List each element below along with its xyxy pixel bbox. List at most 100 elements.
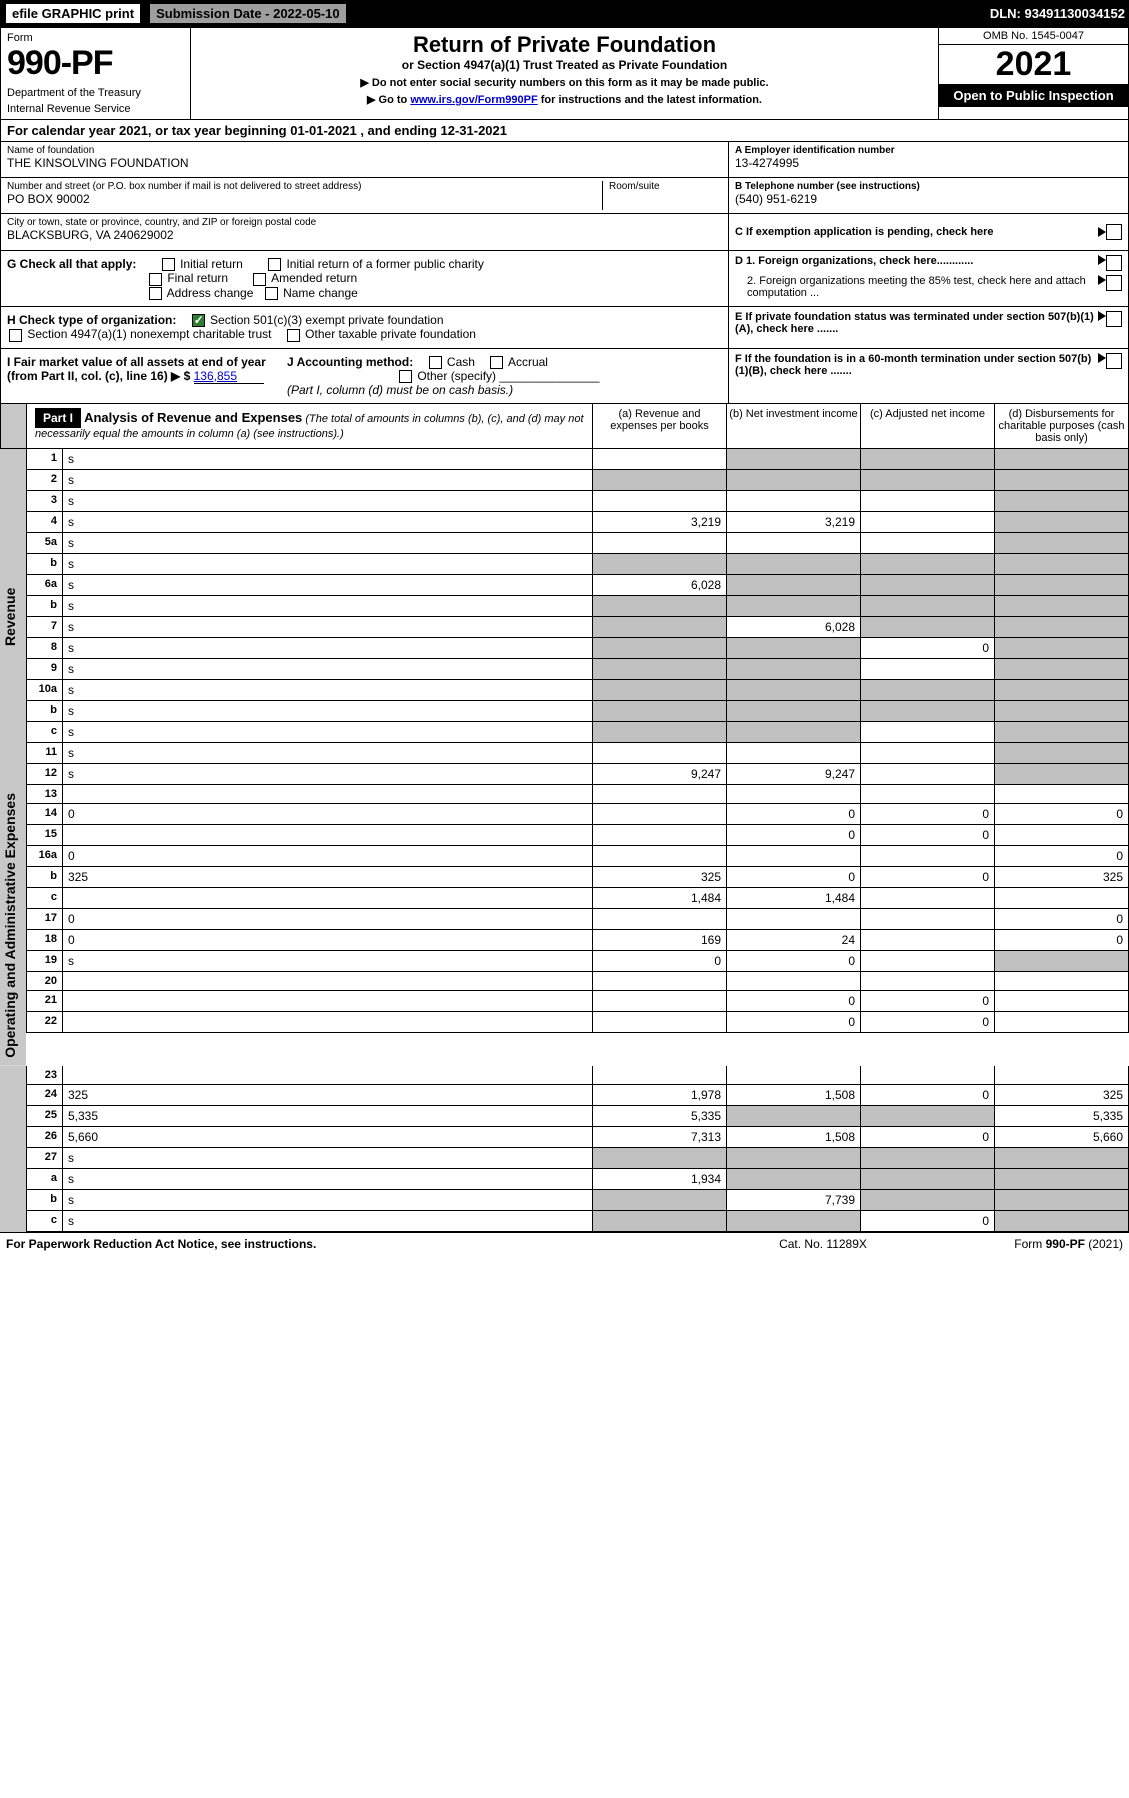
chk-cash[interactable] bbox=[429, 356, 442, 369]
table-row: 20 bbox=[27, 972, 1129, 991]
chk-amended[interactable] bbox=[253, 273, 266, 286]
cell-amount bbox=[593, 972, 727, 991]
chk-501c3[interactable] bbox=[192, 314, 205, 327]
row-num: a bbox=[27, 1169, 63, 1190]
fmv-value[interactable]: 136,855 bbox=[194, 369, 264, 384]
cell-amount: 0 bbox=[861, 1127, 995, 1148]
cell-amount bbox=[861, 491, 995, 512]
cell-amount: 0 bbox=[861, 867, 995, 888]
cell-shaded bbox=[995, 596, 1129, 617]
cell-shaded bbox=[861, 449, 995, 470]
cell-shaded bbox=[593, 470, 727, 491]
cell-amount: 6,028 bbox=[727, 617, 861, 638]
cell-amount: 0 bbox=[861, 638, 995, 659]
cell-amount bbox=[593, 804, 727, 825]
chk-4947[interactable] bbox=[9, 329, 22, 342]
row-num: 20 bbox=[27, 972, 63, 991]
table-row: bs bbox=[27, 596, 1129, 617]
g-section: G Check all that apply: Initial return I… bbox=[1, 251, 728, 306]
row-num: 3 bbox=[27, 491, 63, 512]
chk-other-tax[interactable] bbox=[287, 329, 300, 342]
i-section: I Fair market value of all assets at end… bbox=[7, 355, 287, 398]
table-row: bs7,739 bbox=[27, 1190, 1129, 1211]
cell-amount bbox=[995, 785, 1129, 804]
cell-amount: 5,335 bbox=[995, 1106, 1129, 1127]
row-desc: s bbox=[63, 680, 593, 701]
table-row: 12s9,2479,247 bbox=[27, 764, 1129, 785]
row-desc: 5,660 bbox=[63, 1127, 593, 1148]
row-num: 9 bbox=[27, 659, 63, 680]
cell-shaded bbox=[727, 680, 861, 701]
footer-year: 2021 bbox=[1092, 1237, 1119, 1251]
cell-shaded bbox=[995, 701, 1129, 722]
d2-label: 2. Foreign organizations meeting the 85%… bbox=[735, 275, 1098, 299]
instr-link[interactable]: www.irs.gov/Form990PF bbox=[410, 94, 537, 106]
table-row: 5as bbox=[27, 533, 1129, 554]
d2-checkbox[interactable] bbox=[1106, 275, 1122, 291]
chk-other-method[interactable] bbox=[399, 370, 412, 383]
cell-shaded bbox=[727, 659, 861, 680]
row-num: 7 bbox=[27, 617, 63, 638]
cell-amount bbox=[727, 846, 861, 867]
cell-amount bbox=[593, 491, 727, 512]
row-num: 19 bbox=[27, 951, 63, 972]
part1-desc: Part I Analysis of Revenue and Expenses … bbox=[27, 404, 592, 448]
arrow-icon bbox=[1098, 275, 1106, 285]
cell-amount bbox=[861, 533, 995, 554]
cell-shaded bbox=[995, 638, 1129, 659]
cell-amount bbox=[727, 1066, 861, 1085]
footer-mid: Cat. No. 11289X bbox=[723, 1237, 923, 1251]
city-cell: City or town, state or province, country… bbox=[1, 214, 728, 250]
g-label: G Check all that apply: bbox=[7, 257, 136, 271]
table-row: 1500 bbox=[27, 825, 1129, 846]
arrow-icon bbox=[1098, 311, 1106, 321]
addr-label: Number and street (or P.O. box number if… bbox=[7, 181, 602, 192]
ij-section: I Fair market value of all assets at end… bbox=[1, 349, 728, 404]
f-section: F If the foundation is in a 60-month ter… bbox=[728, 349, 1128, 404]
col-a-hdr: (a) Revenue and expenses per books bbox=[592, 404, 726, 448]
row-desc: s bbox=[63, 1148, 593, 1169]
row-num: 23 bbox=[27, 1066, 63, 1085]
cell-amount: 9,247 bbox=[727, 764, 861, 785]
ein-cell: A Employer identification number 13-4274… bbox=[728, 142, 1128, 178]
header-mid: Return of Private Foundation or Section … bbox=[191, 28, 938, 119]
chk-initial-former[interactable] bbox=[268, 258, 281, 271]
cell-shaded bbox=[995, 764, 1129, 785]
row-desc: s bbox=[63, 617, 593, 638]
revenue-table: 1s2s3s4s3,2193,2195asbs6as6,028bs7s6,028… bbox=[26, 449, 1129, 785]
cell-shaded bbox=[593, 638, 727, 659]
d1-checkbox[interactable] bbox=[1106, 255, 1122, 271]
chk-final[interactable] bbox=[149, 273, 162, 286]
row-desc: s bbox=[63, 701, 593, 722]
e-section: E If private foundation status was termi… bbox=[728, 307, 1128, 348]
row-desc: s bbox=[63, 554, 593, 575]
row-desc: s bbox=[63, 533, 593, 554]
checks-row-ij: I Fair market value of all assets at end… bbox=[0, 349, 1129, 405]
cell-amount: 0 bbox=[995, 804, 1129, 825]
cell-shaded bbox=[995, 575, 1129, 596]
opt-initial: Initial return bbox=[180, 257, 243, 271]
f-checkbox[interactable] bbox=[1106, 353, 1122, 369]
row-desc: s bbox=[63, 491, 593, 512]
chk-accrual[interactable] bbox=[490, 356, 503, 369]
cell-shaded bbox=[727, 449, 861, 470]
cell-shaded bbox=[995, 470, 1129, 491]
cell-shaded bbox=[995, 617, 1129, 638]
chk-addr-change[interactable] bbox=[149, 287, 162, 300]
cell-amount bbox=[727, 972, 861, 991]
cell-shaded bbox=[861, 1190, 995, 1211]
efile-print-btn[interactable]: efile GRAPHIC print bbox=[4, 2, 142, 25]
cell-shaded bbox=[995, 1211, 1129, 1232]
row-num: 14 bbox=[27, 804, 63, 825]
exempt-checkbox[interactable] bbox=[1106, 224, 1122, 240]
row-num: 16a bbox=[27, 846, 63, 867]
submission-date-btn[interactable]: Submission Date - 2022-05-10 bbox=[148, 2, 348, 25]
table-row: 23 bbox=[27, 1066, 1129, 1085]
row-num: 21 bbox=[27, 991, 63, 1012]
e-checkbox[interactable] bbox=[1106, 311, 1122, 327]
checks-row-h: H Check type of organization: Section 50… bbox=[0, 307, 1129, 349]
table-row: 8s0 bbox=[27, 638, 1129, 659]
chk-initial[interactable] bbox=[162, 258, 175, 271]
table-row: bs bbox=[27, 554, 1129, 575]
chk-name-change[interactable] bbox=[265, 287, 278, 300]
